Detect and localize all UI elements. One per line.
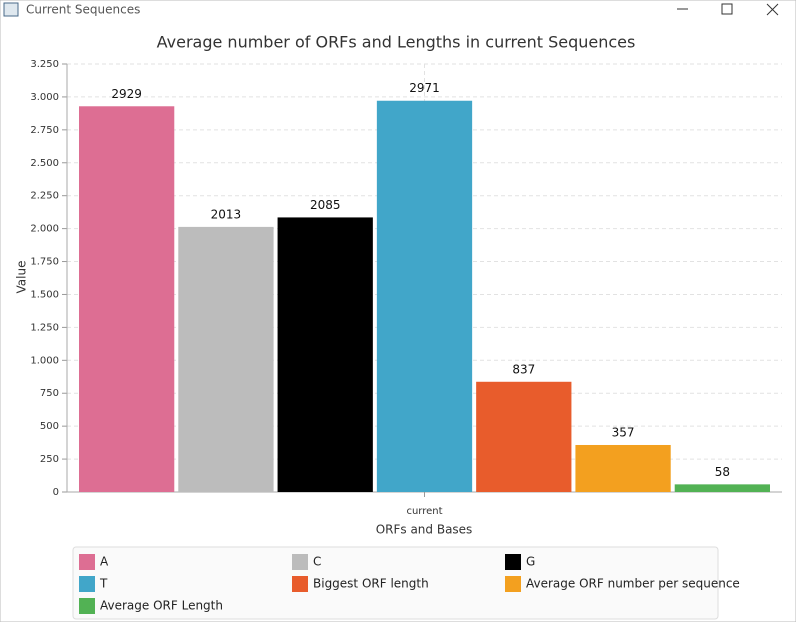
legend-swatch [505,554,521,570]
legend-swatch [79,554,95,570]
legend-swatch [79,576,95,592]
y-axis-label: Value [15,261,29,294]
y-tick-label: 2.250 [30,191,59,202]
y-tick-label: 500 [40,421,59,432]
value-label: 2085 [310,198,341,212]
y-tick-label: 2.500 [30,158,59,169]
y-tick-label: 2.750 [30,125,59,136]
bar [476,381,572,492]
legend-label: Average ORF Length [100,599,223,613]
y-tick-label: 1.500 [30,289,59,300]
value-label: 2971 [409,81,440,95]
y-tick-label: 2.000 [30,224,59,235]
bar [575,444,671,492]
legend-label: G [526,555,535,569]
app-icon [3,2,19,17]
y-tick-label: 1.250 [30,322,59,333]
y-tick-label: 250 [40,454,59,465]
x-axis-label: ORFs and Bases [376,523,473,537]
legend-label: Average ORF number per sequence [526,577,740,591]
y-tick-label: 1.000 [30,355,59,366]
legend-swatch [505,576,521,592]
close-button[interactable] [766,3,779,16]
bar [674,484,770,492]
chart-title: Average number of ORFs and Lengths in cu… [157,33,636,52]
legend-label: Biggest ORF length [313,577,429,591]
value-label: 2013 [211,207,242,221]
legend-swatch [292,554,308,570]
legend-box [72,546,719,620]
bar [178,226,274,492]
y-tick-label: 3.000 [30,92,59,103]
x-tick-label: current [406,506,442,517]
legend-label: A [100,555,109,569]
bar [376,100,473,492]
value-label: 2929 [111,87,142,101]
value-label: 58 [715,465,730,479]
y-tick-label: 3.250 [30,59,59,70]
y-tick-label: 1.750 [30,257,59,268]
legend-label: C [313,555,321,569]
legend-swatch [292,576,308,592]
bar [79,106,175,493]
bar [277,217,373,492]
y-tick-label: 750 [40,388,59,399]
window-title: Current Sequences [26,3,140,17]
maximize-button[interactable] [721,3,733,15]
legend-label: T [99,577,108,591]
value-label: 837 [512,362,535,376]
legend-swatch [79,598,95,614]
value-label: 357 [612,425,635,439]
y-tick-label: 0 [53,487,59,498]
